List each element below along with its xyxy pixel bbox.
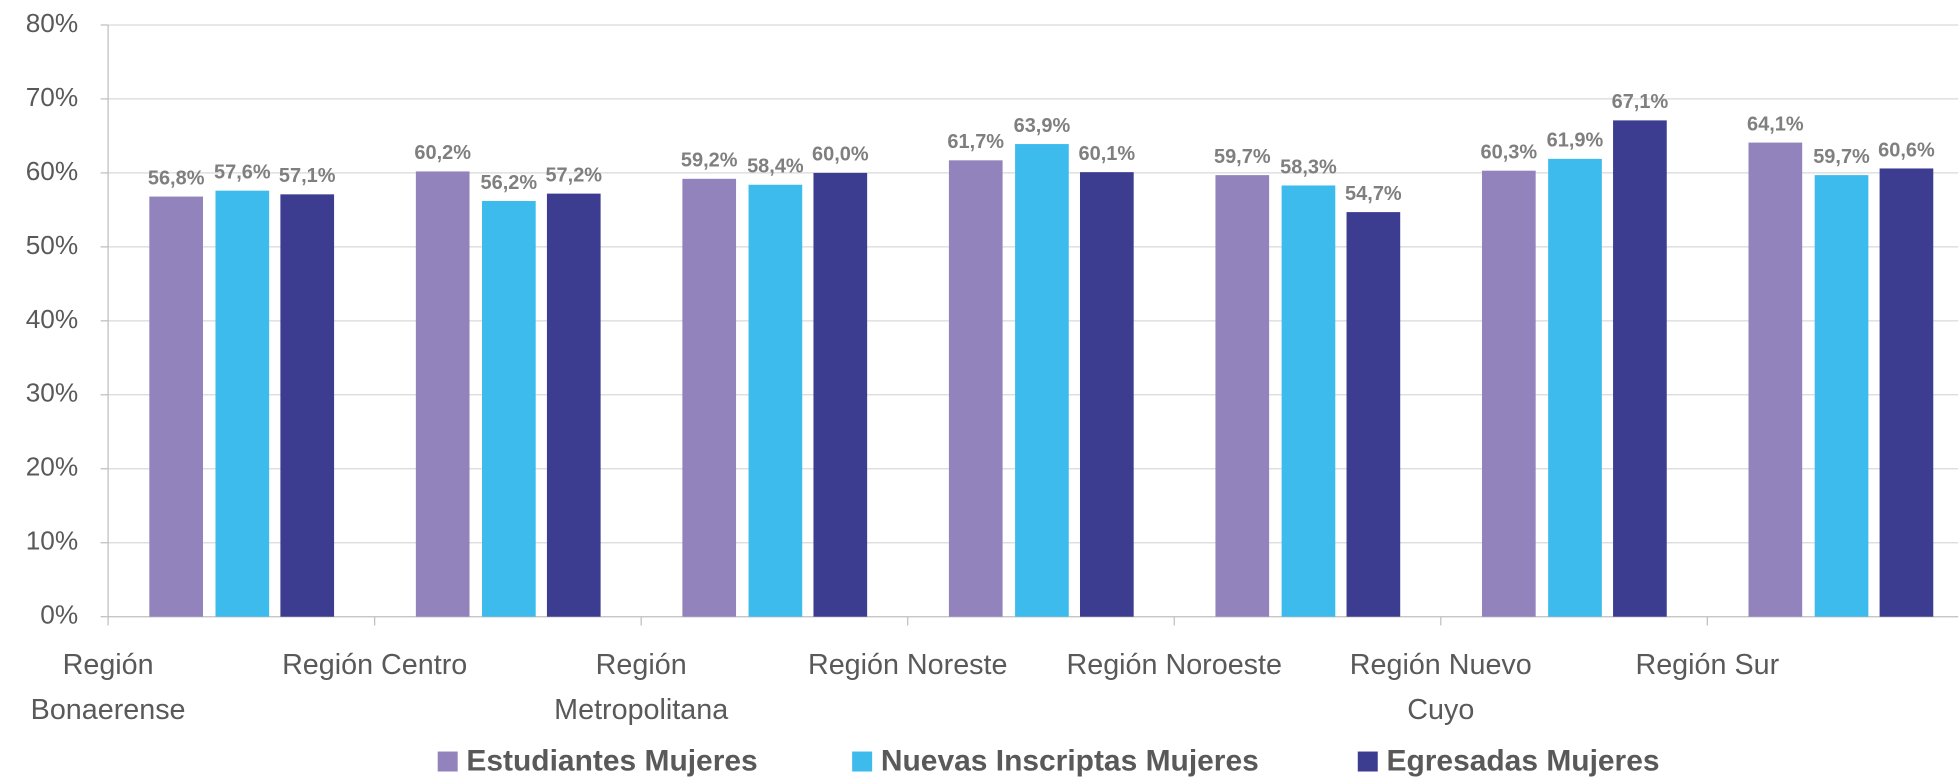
value-label: 58,4% [747,156,804,178]
y-tick-label: 10% [26,526,78,556]
value-label: 59,2% [681,150,738,172]
x-tick-label-box: Región Nuevo Cuyo [1349,647,1532,726]
x-tick-label: Región Metropolitana [554,647,729,726]
bar [682,178,737,617]
y-tick-label: 0% [40,600,78,630]
y-tick-label: 30% [26,378,78,408]
bar [1015,144,1069,617]
value-label: 54,7% [1345,183,1402,205]
value-label: 61,7% [947,131,1004,153]
bar [149,196,203,617]
value-label: 56,8% [148,167,205,189]
legend-swatch [437,751,458,772]
x-tick-label: Región Noreste [807,647,1008,681]
legend-swatch [852,751,873,772]
bar [1879,168,1934,617]
value-label: 60,0% [812,144,869,166]
value-label: 64,1% [1747,113,1804,135]
legend-label: Estudiantes Mujeres [466,745,757,778]
x-tick-label: Región Centro [282,647,468,681]
x-tick-label-box: Región Noroeste [1066,647,1282,681]
x-tick-label: Región Noroeste [1066,647,1282,681]
bar [1281,185,1336,617]
y-tick-label: 40% [26,304,78,334]
value-label: 56,2% [481,172,538,194]
value-label: 67,1% [1612,91,1669,113]
value-label: 60,2% [414,142,471,164]
x-tick-label-box: Región Sur [1635,647,1780,681]
value-label: 60,3% [1481,141,1538,163]
bar [1481,170,1536,617]
legend-label: Nuevas Inscriptas Mujeres [881,745,1259,778]
bar [748,184,803,617]
y-tick-label: 50% [26,230,78,260]
bar [1613,120,1667,617]
bar [948,160,1003,617]
x-tick-label: Región Nuevo Cuyo [1349,647,1532,726]
bar [1548,158,1602,617]
y-tick-label: 60% [26,156,78,186]
bar [482,201,536,617]
bar [215,190,270,617]
bar [1346,212,1401,617]
value-label: 60,1% [1079,143,1136,165]
value-label: 57,6% [214,161,271,183]
legend-swatch [1357,751,1378,772]
bar [546,193,601,617]
value-label: 58,3% [1280,156,1337,178]
y-tick-label: 20% [26,452,78,482]
value-label: 60,6% [1878,139,1935,161]
bar [1748,142,1803,617]
x-tick-label-box: Región Centro [282,647,468,681]
x-tick-label-box: Región Bonaerense [30,647,186,726]
bar [1215,175,1270,617]
y-tick-label: 70% [26,82,78,112]
legend-label: Egresadas Mujeres [1386,745,1659,778]
bar [1814,175,1869,617]
x-tick-label-box: Región Metropolitana [554,647,729,726]
value-label: 57,1% [279,165,336,187]
bar [415,171,470,617]
bar [1079,172,1134,617]
value-label: 63,9% [1014,115,1071,137]
x-tick-label: Región Sur [1635,647,1780,681]
value-label: 57,2% [545,164,602,186]
value-label: 59,7% [1214,146,1271,168]
value-label: 59,7% [1813,146,1870,168]
x-tick-label: Región Bonaerense [30,647,186,726]
y-tick-label: 80% [26,8,78,38]
bar [280,194,335,617]
x-tick-label-box: Región Noreste [807,647,1008,681]
bar [813,172,868,617]
value-label: 61,9% [1547,130,1604,152]
